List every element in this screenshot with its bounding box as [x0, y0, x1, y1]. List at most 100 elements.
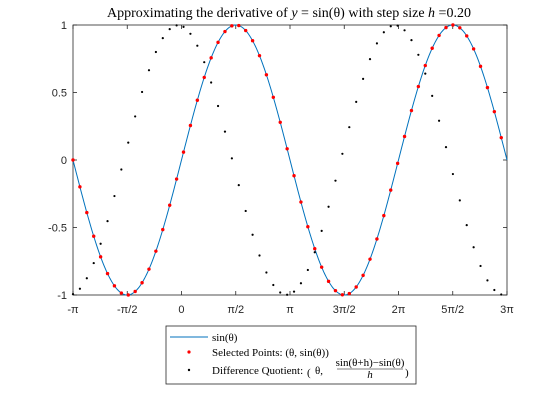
selected-point — [499, 135, 503, 140]
title-equals: = — [298, 6, 313, 21]
difference-quotient-point — [417, 53, 420, 56]
selected-point — [181, 150, 186, 154]
difference-quotient-point — [134, 115, 137, 118]
selected-point — [306, 225, 310, 229]
difference-quotient-point — [223, 130, 227, 133]
selected-point — [161, 227, 165, 232]
plot-area — [71, 23, 508, 297]
selected-point — [147, 267, 151, 271]
selected-point — [423, 63, 427, 68]
difference-quotient-point — [320, 229, 323, 233]
selected-point — [292, 174, 296, 178]
selected-point — [85, 210, 89, 215]
selected-point — [195, 98, 200, 102]
selected-point — [105, 271, 110, 276]
selected-point — [174, 177, 179, 181]
difference-quotient-point — [465, 224, 468, 227]
difference-quotient-point — [375, 42, 379, 45]
selected-point — [492, 109, 497, 114]
selected-point — [326, 279, 331, 284]
selected-point — [250, 39, 255, 43]
difference-quotient-point — [431, 94, 434, 98]
difference-quotient-series — [71, 24, 503, 296]
y-tick-label: 1 — [61, 20, 67, 32]
difference-quotient-point — [472, 246, 475, 249]
difference-quotient-point — [437, 119, 441, 122]
legend-entry-difference-prefix: Difference Quotient: — [212, 365, 303, 377]
difference-quotient-point — [258, 254, 261, 257]
selected-point — [361, 273, 365, 278]
difference-quotient-point — [368, 58, 372, 61]
selected-point — [78, 185, 82, 189]
difference-quotient-point — [210, 81, 213, 84]
selected-point — [340, 293, 345, 297]
legend-entry-theta: θ, — [315, 365, 323, 377]
title-middle: with step size — [345, 6, 428, 21]
selected-point — [313, 246, 317, 251]
selected-point — [98, 255, 103, 259]
x-tick-label: 2π — [392, 304, 406, 316]
legend-black-marker — [187, 368, 191, 372]
difference-quotient-point — [362, 77, 365, 80]
difference-quotient-point — [334, 179, 337, 182]
difference-quotient-point — [279, 291, 282, 294]
axis-tick-labels: -π -π/2 0 π/2 π 3π/2 2π 5π/2 3π -1 -0.5 0 0.5 1 — [48, 20, 514, 316]
legend-open-paren: ( — [307, 367, 311, 379]
selected-point — [278, 120, 282, 124]
selected-point — [71, 158, 75, 162]
legend: sin(θ) Selected Points: (θ, sin(θ)) Diff… — [165, 325, 417, 385]
x-tick-label: 3π/2 — [333, 304, 356, 316]
difference-quotient-point — [396, 24, 399, 27]
selected-point — [347, 291, 351, 296]
difference-quotient-point — [403, 29, 406, 32]
axis-ticks — [72, 24, 508, 296]
selected-point — [230, 24, 234, 28]
difference-quotient-point — [444, 146, 448, 149]
selected-point — [402, 134, 407, 139]
difference-quotient-point — [313, 251, 316, 254]
chart-title: Approximating the derivative of y = sin(… — [107, 6, 471, 21]
difference-quotient-point — [306, 268, 309, 272]
y-tick-label: -0.5 — [48, 223, 67, 235]
difference-quotient-point — [237, 184, 240, 187]
difference-quotient-point — [168, 28, 171, 31]
y-tick-label: -1 — [57, 290, 67, 302]
legend-box — [165, 325, 417, 385]
selected-point — [299, 200, 303, 204]
selected-point — [243, 28, 248, 33]
difference-quotient-point — [196, 44, 199, 47]
difference-quotient-point — [175, 24, 178, 27]
difference-quotient-point — [355, 100, 358, 103]
difference-quotient-point — [216, 104, 220, 108]
selected-point — [119, 291, 124, 295]
legend-entry-selected-points: Selected Points: (θ, sin(θ)) — [212, 347, 329, 359]
difference-quotient-point — [292, 290, 296, 293]
selected-point — [216, 40, 220, 45]
selected-point — [375, 237, 379, 241]
selected-point — [237, 23, 241, 28]
selected-point — [140, 281, 144, 285]
difference-quotient-point — [244, 209, 247, 213]
x-tick-label: 5π/2 — [441, 304, 464, 316]
difference-quotient-point — [265, 271, 268, 274]
x-tick-label: 0 — [178, 304, 184, 316]
title-var-h: h — [428, 6, 435, 21]
y-tick-label: 0.5 — [52, 88, 67, 100]
difference-quotient-point — [99, 242, 102, 245]
selected-point — [209, 56, 213, 60]
x-tick-label: π/2 — [227, 304, 244, 316]
difference-quotient-point — [341, 152, 344, 155]
difference-quotient-point — [140, 90, 144, 94]
x-tick-label: -π/2 — [117, 304, 137, 316]
legend-close-paren: ) — [405, 367, 409, 379]
difference-quotient-point — [251, 233, 254, 236]
selected-point — [389, 188, 393, 192]
difference-quotient-point — [85, 277, 88, 280]
difference-quotient-point — [230, 157, 233, 160]
difference-quotient-point — [286, 293, 289, 296]
selected-point — [458, 26, 462, 30]
x-tick-label: π — [286, 304, 294, 316]
selected-point — [112, 284, 117, 288]
selected-point — [319, 265, 324, 269]
